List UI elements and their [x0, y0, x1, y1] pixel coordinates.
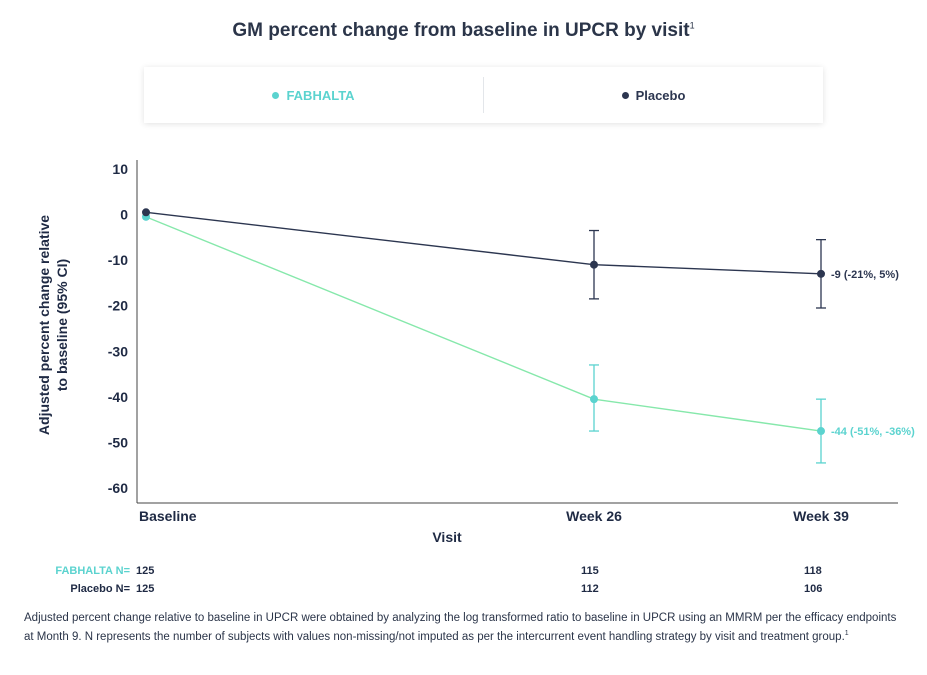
n-fabhalta-week26: 115 [581, 565, 599, 577]
x-tick-label: Baseline [139, 508, 197, 524]
n-fabhalta-week39: 118 [804, 565, 822, 577]
y-tick-label: 0 [120, 207, 128, 223]
legend-label-fabhalta: FABHALTA [286, 87, 355, 103]
n-placebo-week39: 106 [804, 583, 823, 595]
n-label-fabhalta: FABHALTA N= [55, 565, 130, 577]
series-line-fabhalta [145, 216, 822, 432]
y-tick-label: -20 [108, 298, 128, 314]
x-tick-label: Week 39 [793, 508, 849, 524]
end-label-placebo: -9 (-21%, 5%) [831, 269, 899, 281]
x-tick-label: Week 26 [566, 508, 622, 524]
y-tick-label: -40 [108, 389, 128, 405]
y-tick-label: -10 [108, 252, 128, 268]
y-tick-label: -60 [108, 480, 128, 496]
footnote: Adjusted percent change relative to base… [24, 612, 897, 643]
end-label-fabhalta: -44 (-51%, -36%) [831, 426, 915, 438]
legend-item-fabhalta: FABHALTA [144, 77, 483, 113]
line-chart: 10 0 -10 -20 -30 -40 -50 -60 Adjusted percent ch… [36, 160, 915, 545]
legend-dot-placebo [621, 91, 629, 99]
data-point-fabhalta [817, 427, 825, 436]
legend: FABHALTA Placebo [144, 67, 823, 123]
y-axis-label: Adjusted percent change relative to basel… [36, 215, 70, 435]
y-tick-label: -30 [108, 343, 128, 359]
data-point-fabhalta [590, 395, 598, 404]
n-fabhalta-baseline: 125 [136, 565, 155, 577]
n-placebo-baseline: 125 [136, 583, 155, 595]
data-point-placebo [817, 269, 825, 278]
x-axis-label: Visit [432, 529, 462, 545]
y-tick-label: -50 [108, 434, 128, 450]
legend-item-placebo: Placebo [483, 77, 823, 113]
legend-dot-fabhalta [272, 91, 280, 99]
n-placebo-week26: 112 [581, 583, 599, 595]
chart-title: GM percent change from baseline in UPCR … [232, 20, 695, 41]
n-label-placebo: Placebo N= [70, 583, 130, 595]
series-line-placebo [145, 211, 822, 275]
y-tick-label: 10 [112, 161, 128, 177]
legend-label-placebo: Placebo [635, 87, 686, 103]
data-point-placebo [142, 208, 150, 217]
data-point-placebo [590, 260, 598, 269]
